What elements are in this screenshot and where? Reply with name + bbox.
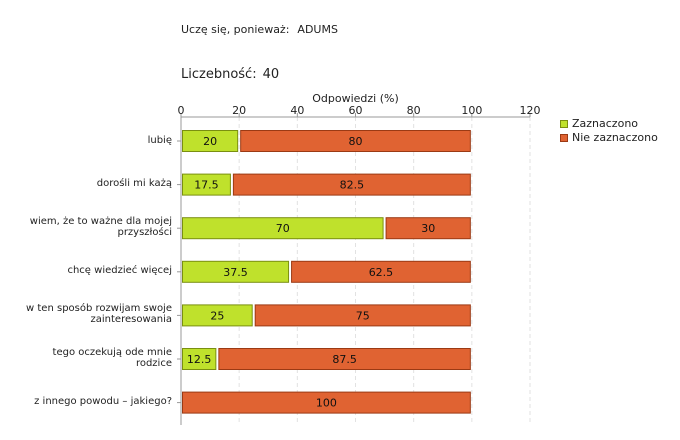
category-label-line: chcę wiedzieć więcej xyxy=(67,265,172,277)
category-label: chcę wiedzieć więcej xyxy=(2,265,172,276)
bar-value-label: 100 xyxy=(316,397,337,410)
legend-swatch-zaznaczono xyxy=(560,119,568,128)
bar-value-label: 17.5 xyxy=(194,179,219,192)
category-label-line: wiem, że to ważne dla mojej xyxy=(29,216,172,228)
bar-value-label: 30 xyxy=(421,222,435,235)
category-label-line: rodzice xyxy=(135,358,172,369)
legend-swatch-nie-zaznaczono xyxy=(560,133,568,142)
legend-label-nie-zaznaczono: Nie zaznaczono xyxy=(572,131,658,144)
bar-segment xyxy=(240,130,471,152)
legend-label-zaznaczono: Zaznaczono xyxy=(572,117,639,130)
bar-segment xyxy=(182,304,253,327)
category-label-line: przyszłości xyxy=(117,227,172,239)
category-label-line: lubię xyxy=(147,134,172,146)
x-tick-label: 80 xyxy=(407,104,421,117)
category-label: lubię xyxy=(2,135,172,146)
bar-value-label: 82.5 xyxy=(340,179,365,192)
x-axis-title: Odpowiedzi (%) xyxy=(312,92,399,105)
count-value: 40 xyxy=(262,67,280,82)
question-label: Uczę się, ponieważ: xyxy=(181,23,290,36)
bar-value-label: 70 xyxy=(276,222,290,235)
category-label: tego oczekują ode mnie rodzice xyxy=(2,347,172,369)
category-label-line: dorośli mi każą xyxy=(96,178,172,190)
bar-segment xyxy=(232,173,471,196)
group-code: ADUMS xyxy=(297,23,338,36)
category-label-line: w ten sposób rozwijam swoje xyxy=(26,303,172,315)
x-tick-label: 0 xyxy=(178,104,185,117)
bar-segment xyxy=(385,217,471,240)
legend-item-nie-zaznaczono: Nie zaznaczono xyxy=(560,131,658,144)
bar-value-label: 87.5 xyxy=(332,353,357,366)
bar-value-label: 25 xyxy=(210,309,224,322)
bar-value-label: 75 xyxy=(356,309,370,322)
bar-segment xyxy=(182,217,384,240)
bar-value-label: 20 xyxy=(203,135,217,148)
category-label: z innego powodu – jakiego? xyxy=(2,396,172,407)
bar-segment xyxy=(182,348,217,370)
bar-value-label: 62.5 xyxy=(369,266,394,279)
category-label-line: z innego powodu – jakiego? xyxy=(34,396,172,408)
category-label: dorośli mi każą xyxy=(2,178,172,189)
category-label: w ten sposób rozwijam swoje zainteresowan… xyxy=(2,303,172,325)
sample-count: Liczebność: 40 xyxy=(181,67,279,82)
bar-segment xyxy=(182,130,239,152)
bar-segment xyxy=(182,260,290,283)
bar-value-label: 80 xyxy=(349,135,363,148)
bar-segment xyxy=(182,391,471,414)
category-label: wiem, że to ważne dla mojej przyszłości xyxy=(2,216,172,238)
bar-segment xyxy=(291,260,471,283)
x-tick-label: 40 xyxy=(290,104,304,117)
legend: Zaznaczono Nie zaznaczono xyxy=(560,117,658,145)
x-tick-label: 120 xyxy=(520,104,541,117)
x-tick-label: 20 xyxy=(232,104,246,117)
x-tick-label: 60 xyxy=(349,104,363,117)
category-label-line: zainteresowania xyxy=(90,314,173,326)
count-label: Liczebność: xyxy=(181,67,257,82)
bar-segment xyxy=(182,173,231,196)
bar-value-label: 12.5 xyxy=(187,353,212,366)
category-label-line: tego oczekują ode mnie xyxy=(52,347,172,358)
bar-segment xyxy=(218,348,471,370)
bar-segment xyxy=(254,304,471,327)
legend-item-zaznaczono: Zaznaczono xyxy=(560,117,658,130)
bar-value-label: 37.5 xyxy=(223,266,248,279)
survey-question: Uczę się, ponieważ: ADUMS xyxy=(181,23,338,36)
x-tick-label: 100 xyxy=(461,104,482,117)
